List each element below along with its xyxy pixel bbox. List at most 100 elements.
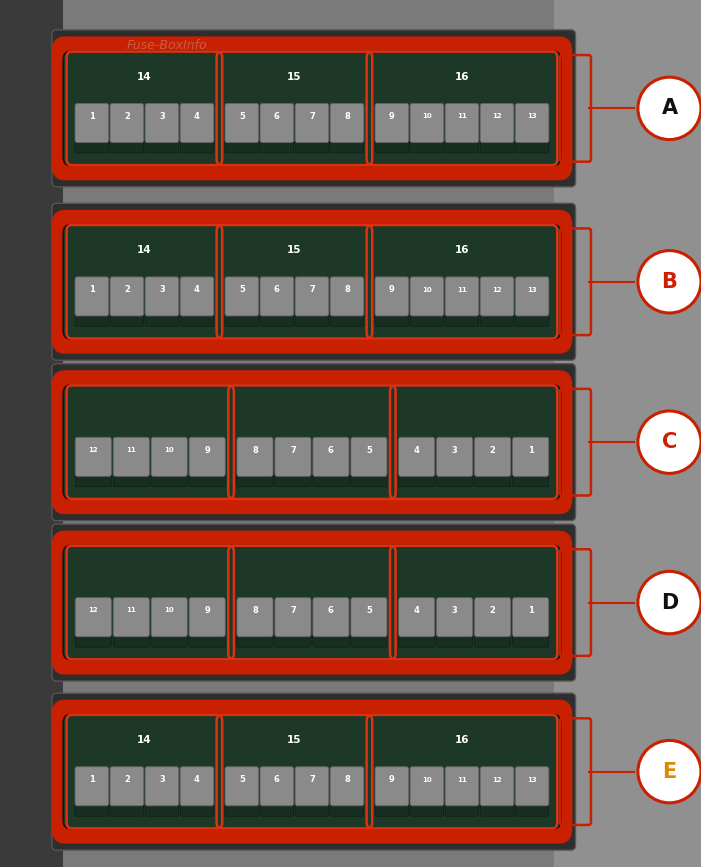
Text: 3: 3 <box>159 285 165 294</box>
Text: 12: 12 <box>492 114 502 120</box>
FancyBboxPatch shape <box>445 103 479 142</box>
Text: 8: 8 <box>252 606 258 615</box>
Text: 8: 8 <box>252 446 258 454</box>
FancyBboxPatch shape <box>554 0 701 867</box>
Text: 7: 7 <box>309 775 315 784</box>
Text: 10: 10 <box>164 608 174 614</box>
FancyBboxPatch shape <box>225 277 259 316</box>
Text: 6: 6 <box>274 285 280 294</box>
FancyBboxPatch shape <box>375 277 409 326</box>
Text: 3: 3 <box>451 446 458 454</box>
FancyBboxPatch shape <box>237 598 273 647</box>
FancyBboxPatch shape <box>275 438 311 486</box>
Text: 5: 5 <box>239 775 245 784</box>
FancyBboxPatch shape <box>75 437 111 476</box>
Text: 13: 13 <box>527 777 537 783</box>
FancyBboxPatch shape <box>110 277 144 326</box>
FancyBboxPatch shape <box>410 103 444 142</box>
Text: 10: 10 <box>164 447 174 453</box>
FancyBboxPatch shape <box>480 103 514 142</box>
Text: 12: 12 <box>492 777 502 783</box>
Text: 4: 4 <box>194 775 200 784</box>
Text: 14: 14 <box>137 735 151 745</box>
FancyBboxPatch shape <box>375 104 409 153</box>
FancyBboxPatch shape <box>237 597 273 636</box>
FancyBboxPatch shape <box>437 597 472 636</box>
FancyBboxPatch shape <box>410 104 444 153</box>
FancyBboxPatch shape <box>375 766 409 805</box>
FancyBboxPatch shape <box>475 597 511 636</box>
FancyBboxPatch shape <box>445 766 479 805</box>
FancyBboxPatch shape <box>350 598 387 647</box>
FancyBboxPatch shape <box>75 103 109 142</box>
Text: D: D <box>661 592 678 613</box>
Text: 7: 7 <box>309 285 315 294</box>
FancyBboxPatch shape <box>375 277 409 316</box>
FancyBboxPatch shape <box>53 701 571 842</box>
FancyBboxPatch shape <box>512 438 549 486</box>
Text: 4: 4 <box>414 446 420 454</box>
FancyBboxPatch shape <box>75 767 109 816</box>
FancyBboxPatch shape <box>151 437 187 476</box>
FancyBboxPatch shape <box>113 598 149 647</box>
Text: 9: 9 <box>204 606 210 615</box>
Text: 5: 5 <box>239 112 245 121</box>
FancyBboxPatch shape <box>63 714 561 829</box>
FancyBboxPatch shape <box>180 767 214 816</box>
FancyBboxPatch shape <box>237 438 273 486</box>
FancyBboxPatch shape <box>52 524 576 681</box>
FancyBboxPatch shape <box>189 598 225 647</box>
FancyBboxPatch shape <box>295 104 329 153</box>
FancyBboxPatch shape <box>330 767 364 816</box>
FancyBboxPatch shape <box>53 212 571 352</box>
FancyBboxPatch shape <box>75 277 109 326</box>
Text: 11: 11 <box>126 447 136 453</box>
FancyBboxPatch shape <box>515 104 549 153</box>
FancyBboxPatch shape <box>110 104 144 153</box>
Ellipse shape <box>638 77 701 140</box>
Text: 11: 11 <box>457 114 467 120</box>
FancyBboxPatch shape <box>437 437 472 476</box>
Text: 13: 13 <box>527 287 537 293</box>
Text: 2: 2 <box>490 606 496 615</box>
FancyBboxPatch shape <box>295 766 329 805</box>
FancyBboxPatch shape <box>313 598 349 647</box>
FancyBboxPatch shape <box>313 597 349 636</box>
FancyBboxPatch shape <box>295 767 329 816</box>
FancyBboxPatch shape <box>515 766 549 805</box>
FancyBboxPatch shape <box>52 694 576 850</box>
FancyBboxPatch shape <box>63 545 561 660</box>
FancyBboxPatch shape <box>399 598 435 647</box>
FancyBboxPatch shape <box>275 598 311 647</box>
FancyBboxPatch shape <box>375 767 409 816</box>
Text: C: C <box>662 432 677 453</box>
FancyBboxPatch shape <box>75 438 111 486</box>
Text: 15: 15 <box>287 735 301 745</box>
FancyBboxPatch shape <box>512 597 549 636</box>
FancyBboxPatch shape <box>75 597 111 636</box>
FancyBboxPatch shape <box>351 597 387 636</box>
FancyBboxPatch shape <box>260 103 294 142</box>
FancyBboxPatch shape <box>475 598 511 647</box>
FancyBboxPatch shape <box>445 767 479 816</box>
FancyBboxPatch shape <box>515 277 549 316</box>
Text: 6: 6 <box>328 446 334 454</box>
Text: 8: 8 <box>344 775 350 784</box>
Text: 3: 3 <box>159 775 165 784</box>
FancyBboxPatch shape <box>110 277 144 316</box>
Text: 9: 9 <box>389 775 395 784</box>
FancyBboxPatch shape <box>75 598 111 647</box>
FancyBboxPatch shape <box>114 597 149 636</box>
FancyBboxPatch shape <box>180 277 214 326</box>
Text: 1: 1 <box>528 606 533 615</box>
FancyBboxPatch shape <box>480 104 514 153</box>
FancyBboxPatch shape <box>313 437 349 476</box>
FancyBboxPatch shape <box>110 766 144 805</box>
FancyBboxPatch shape <box>351 437 387 476</box>
FancyBboxPatch shape <box>410 277 444 316</box>
Text: E: E <box>662 761 676 782</box>
FancyBboxPatch shape <box>180 766 214 805</box>
Text: 16: 16 <box>455 72 469 81</box>
Text: 7: 7 <box>309 112 315 121</box>
FancyBboxPatch shape <box>63 225 561 339</box>
